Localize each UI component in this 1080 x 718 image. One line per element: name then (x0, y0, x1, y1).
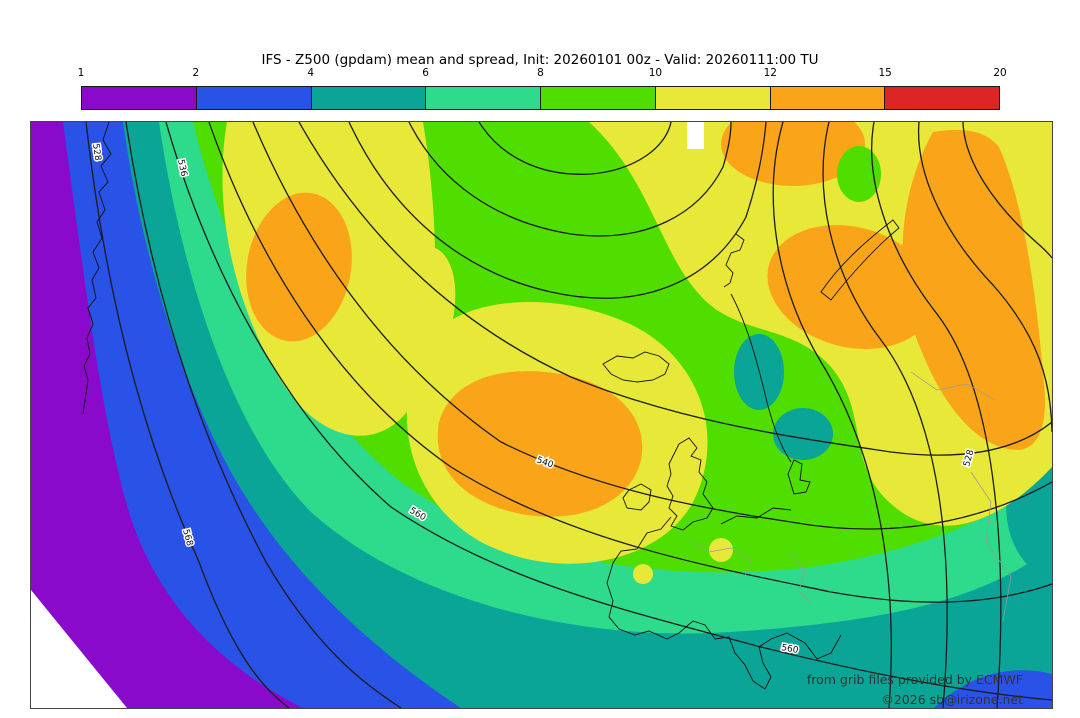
coastlines (82, 122, 900, 690)
credit-ecmwf: from grib files provided by ECMWF (807, 672, 1023, 687)
colorbar-tick-labels: 1 2 4 6 8 10 12 15 20 (77, 67, 1007, 81)
colorbar-segment (426, 87, 541, 109)
map-notch-blank (687, 122, 704, 149)
colorbar-segment (655, 87, 771, 109)
colorbar-segment (541, 87, 656, 109)
colorbar-tick: 8 (537, 67, 544, 79)
colorbar-tick: 6 (422, 67, 429, 79)
country-borders (690, 371, 1012, 622)
colorbar-tick: 12 (763, 67, 777, 79)
colorbar-tick: 15 (878, 67, 892, 79)
contour-label: 528 (90, 143, 102, 162)
spread-fill-orange (246, 122, 1045, 517)
chart-title: IFS - Z500 (gpdam) mean and spread, Init… (261, 52, 819, 68)
spread-fill-green-pocket (837, 146, 881, 202)
colorbar-tick: 2 (192, 67, 200, 79)
z500-contours (85, 122, 1052, 708)
colorbar-segment (770, 87, 886, 109)
colorbar-segment (82, 87, 197, 109)
colorbar-tick: 10 (648, 67, 663, 79)
map-canvas: 528 536 568 540 560 560 528 from grib fi… (31, 122, 1052, 708)
credit-copyright: ©2026 sb@irizone.net (881, 692, 1023, 707)
colorbar (81, 86, 1000, 110)
colorbar-segment (196, 87, 312, 109)
colorbar-tick: 20 (993, 67, 1007, 79)
spread-fill-purple (31, 122, 303, 708)
contour-label: 560 (780, 643, 799, 656)
colorbar-tick: 4 (307, 67, 315, 79)
colorbar-segment (885, 87, 999, 109)
weather-map: 528 536 568 540 560 560 528 from grib fi… (30, 121, 1053, 709)
map-corner-blank (31, 590, 127, 708)
colorbar-segment (311, 87, 427, 109)
colorbar-tick: 1 (77, 67, 85, 79)
